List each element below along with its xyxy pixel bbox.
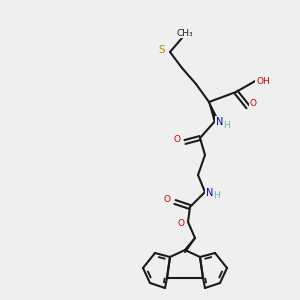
Text: H: H <box>214 191 220 200</box>
Text: O: O <box>164 196 170 205</box>
Text: H: H <box>224 121 230 130</box>
Text: OH: OH <box>256 77 270 86</box>
Text: O: O <box>173 136 181 145</box>
Text: O: O <box>178 220 184 229</box>
Text: N: N <box>206 188 214 198</box>
Text: S: S <box>159 45 165 55</box>
Polygon shape <box>209 102 218 121</box>
Text: O: O <box>250 98 256 107</box>
Text: N: N <box>216 117 224 127</box>
Text: CH₃: CH₃ <box>177 28 193 38</box>
